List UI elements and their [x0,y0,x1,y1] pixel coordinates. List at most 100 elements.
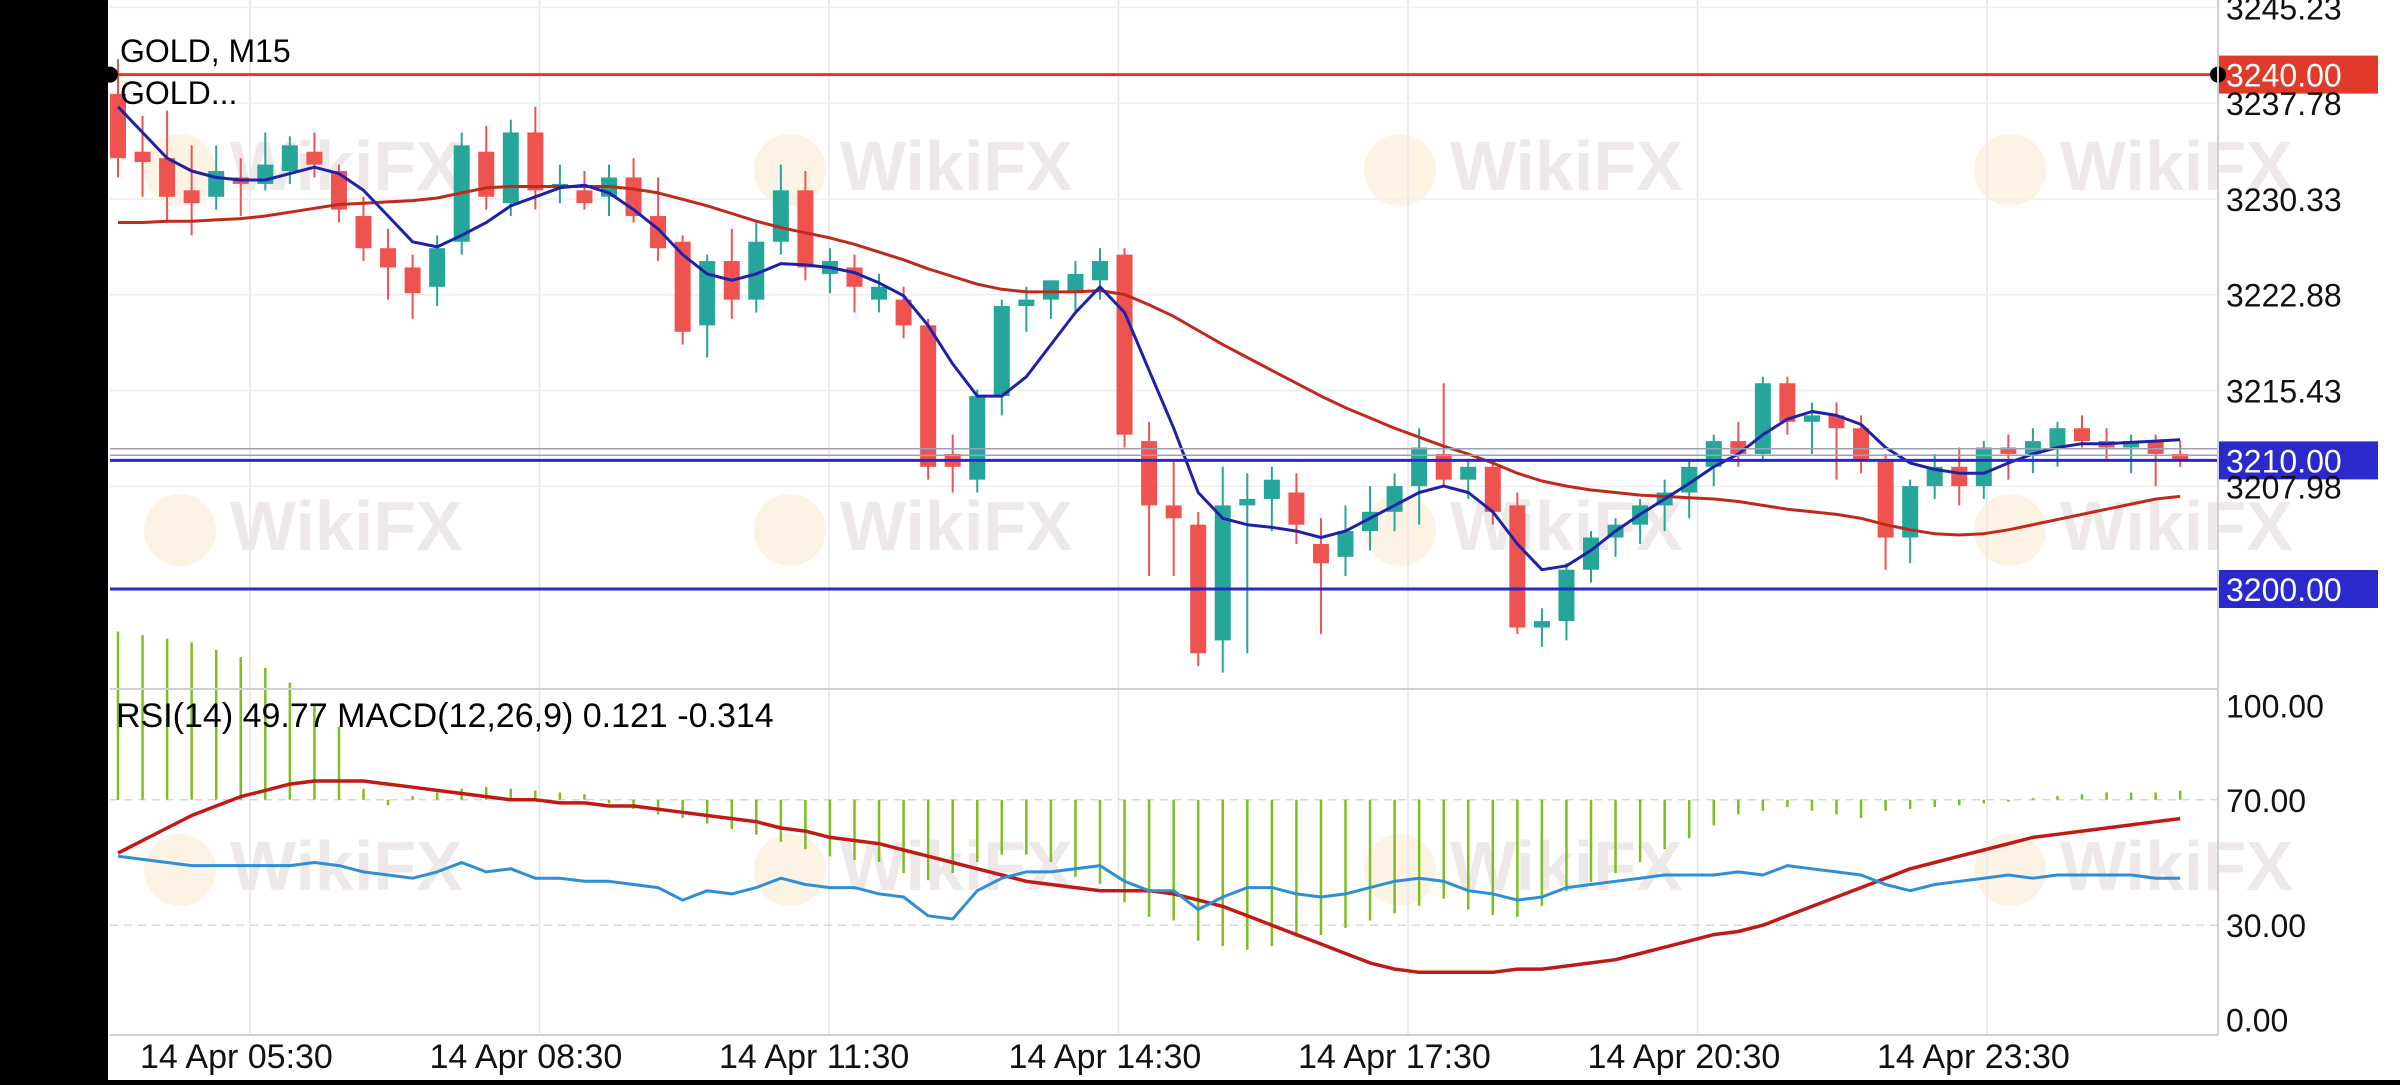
candle-body[interactable] [355,216,372,249]
watermark-text: WikiFX [840,487,1073,565]
candle-body[interactable] [2123,441,2140,448]
left-black-bar [0,0,108,1080]
level-price-tag[interactable] [2218,441,2378,480]
candle-body[interactable] [1312,543,1329,564]
candle-body[interactable] [1484,466,1501,512]
candle-body[interactable] [797,190,814,268]
candle-body[interactable] [1092,261,1108,281]
candle-body[interactable] [1165,505,1182,519]
candle-body[interactable] [1239,498,1256,506]
candle-body[interactable] [1067,273,1084,294]
candle-body[interactable] [1509,505,1526,628]
candle-body[interactable] [920,325,937,467]
level-price-label: 3240.00 [2226,58,2342,94]
candle-body[interactable] [134,151,151,163]
watermark-text: WikiFX [1450,127,1683,205]
candle-body[interactable] [2074,428,2090,442]
candle-body[interactable] [1141,441,1158,506]
candle-body[interactable] [1386,486,1403,512]
candle-body[interactable] [1533,621,1550,628]
candle-body[interactable] [1288,492,1305,525]
watermark-text: WikiFX [2060,127,2293,205]
watermark-text: WikiFX [2060,487,2293,565]
candle-body[interactable] [1042,280,1059,300]
candle-body[interactable] [1828,415,1845,429]
indicator-pane[interactable] [116,631,2182,975]
candle-body[interactable] [527,132,544,191]
candle-body[interactable] [772,190,789,242]
candle-body[interactable] [1116,254,1133,435]
candle-body[interactable] [551,183,568,186]
candle-body[interactable] [2049,428,2066,448]
time-tick-label: 14 Apr 08:30 [430,1038,623,1076]
candle-body[interactable] [576,190,593,204]
indicator-tick-label: 100.00 [2226,689,2324,725]
candle-body[interactable] [1975,447,1992,487]
candle-body[interactable] [330,171,347,210]
candle-body[interactable] [478,151,495,197]
candle-body[interactable] [1263,479,1280,499]
candle-body[interactable] [1018,299,1035,307]
candle-body[interactable] [1877,460,1894,538]
indicator-tick-label: 0.00 [2226,1002,2288,1038]
candle-body[interactable] [2000,447,2017,454]
candle-body[interactable] [699,261,716,326]
candle-body[interactable] [1214,505,1231,641]
candle-body[interactable] [1435,453,1452,480]
watermark-logo [1364,134,1436,206]
rsi-line [117,854,2181,921]
candle-body[interactable] [429,248,446,287]
candle-body[interactable] [2172,453,2189,461]
level-price-tag[interactable] [2218,55,2378,94]
candle-body[interactable] [183,190,200,204]
watermark-logo [754,134,826,206]
candle-body[interactable] [871,286,888,300]
level-lines[interactable]: 3240.00 3210.00 3200.00 [102,55,2378,608]
candle-body[interactable] [895,299,912,326]
watermark-text: WikiFX [2060,827,2293,905]
line-drag-handle-left[interactable] [102,66,118,83]
candle-body[interactable] [1460,466,1477,480]
candle-body[interactable] [404,267,421,294]
candle-body[interactable] [1779,383,1796,422]
price-tick-label: 3245.23 [2226,0,2342,26]
watermark-text: WikiFX [230,487,463,565]
time-tick-label: 14 Apr 20:30 [1588,1038,1781,1076]
candle-body[interactable] [1803,415,1820,422]
candle-body[interactable] [1730,441,1747,454]
candle-body[interactable] [1853,428,1870,461]
slow-moving-average-line [118,185,2181,537]
candle-body[interactable] [674,241,691,332]
candle-body[interactable] [2147,441,2164,454]
watermark-text: WikiFX [840,127,1073,205]
symbol-label: GOLD, M15 [120,33,291,69]
candle-body[interactable] [748,241,765,300]
candle-body[interactable] [380,248,397,268]
candle-body[interactable] [1337,531,1354,557]
candle-body[interactable] [993,306,1010,397]
candle-body[interactable] [159,158,176,197]
candle-body[interactable] [1558,569,1575,622]
price-tick-label: 3222.88 [2226,278,2342,314]
candle-body[interactable] [306,151,323,165]
candle-body[interactable] [502,132,519,204]
watermark-logo [754,834,826,906]
candle-body[interactable] [1902,486,1919,538]
candle-body[interactable] [281,145,298,172]
level-price-tag[interactable] [2218,569,2378,608]
level-price-label: 3210.00 [2226,443,2342,479]
level-price-label: 3200.00 [2226,572,2342,608]
candle-body[interactable] [2024,441,2041,454]
candle-body[interactable] [1926,466,1943,487]
indicator-label: RSI(14) 49.77 MACD(12,26,9) 0.121 -0.314 [116,697,774,735]
time-tick-label: 14 Apr 11:30 [719,1038,909,1076]
candle-body[interactable] [1411,447,1428,487]
candle-body[interactable] [1754,383,1771,454]
watermark-logo [144,834,216,906]
candle-body[interactable] [1951,466,1968,487]
candle-body[interactable] [969,396,986,480]
candle-body[interactable] [650,216,667,249]
price-pane[interactable] [110,59,2189,673]
